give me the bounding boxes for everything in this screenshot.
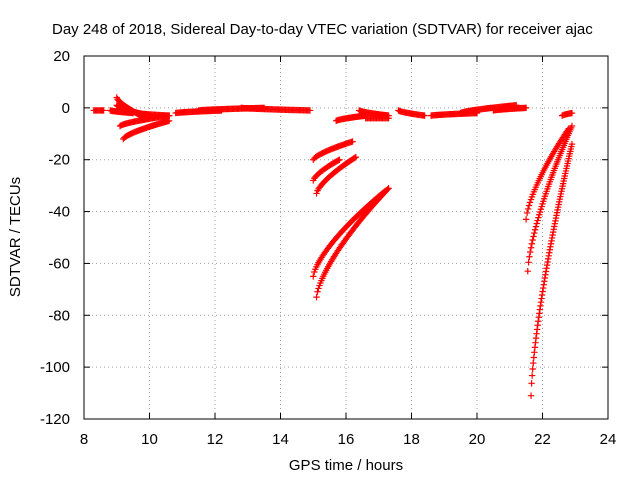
x-tick-label: 22: [534, 431, 551, 448]
data-point: [385, 115, 392, 122]
series-s10: [238, 104, 314, 114]
data-point: [528, 372, 536, 379]
data-point: [100, 107, 107, 114]
data-point: [568, 122, 576, 130]
data-point: [523, 209, 531, 217]
data-point: [313, 190, 320, 197]
data-point: [527, 392, 535, 399]
data-point: [530, 359, 537, 367]
series-s19: [310, 156, 343, 184]
data-point: [165, 112, 173, 119]
data-point: [531, 226, 539, 233]
series-s6: [120, 117, 173, 143]
data-point: [534, 217, 541, 224]
series-s2: [107, 107, 137, 117]
data-point: [311, 268, 318, 276]
series-s24: [524, 122, 576, 275]
data-point: [532, 223, 540, 230]
data-point: [528, 380, 535, 387]
y-tick-label: -60: [48, 255, 70, 272]
data-point: [525, 259, 532, 266]
data-points: [90, 94, 576, 399]
y-axis-label: SDTVAR / TECUs: [7, 177, 24, 297]
x-tick-label: 20: [469, 431, 486, 448]
series-s1: [90, 107, 107, 114]
data-point: [568, 109, 576, 117]
x-tick-label: 16: [338, 431, 355, 448]
data-point: [306, 107, 314, 114]
data-point: [527, 244, 535, 251]
data-point: [526, 253, 533, 260]
data-point: [315, 285, 322, 292]
y-tick-label: -120: [40, 411, 70, 428]
data-point: [522, 104, 530, 112]
y-tick-label: 0: [62, 100, 70, 117]
series-s13: [362, 115, 392, 122]
series-s20: [313, 153, 360, 197]
data-point: [527, 248, 534, 256]
series-s23: [522, 125, 572, 223]
data-point: [522, 216, 530, 223]
series-s26: [558, 109, 576, 119]
data-point: [352, 153, 360, 161]
series-s22: [313, 185, 392, 301]
chart-title: Day 248 of 2018, Sidereal Day-to-day VTE…: [52, 21, 593, 38]
y-tick-label: -100: [40, 359, 70, 376]
data-point: [384, 186, 391, 193]
data-point: [536, 211, 543, 218]
data-point: [525, 202, 533, 209]
series-s18: [310, 138, 356, 163]
data-point: [421, 112, 428, 119]
data-point: [528, 240, 536, 247]
data-point: [335, 157, 342, 164]
data-point: [535, 214, 542, 221]
y-tick-label: 20: [53, 48, 70, 65]
y-tick-label: -20: [48, 152, 70, 169]
data-point: [530, 233, 537, 240]
data-point: [533, 220, 540, 227]
data-point: [529, 236, 536, 244]
data-point: [349, 138, 356, 145]
y-tick-label: -80: [48, 307, 70, 324]
series-s14: [395, 107, 428, 119]
data-point: [385, 185, 392, 192]
data-point: [313, 293, 320, 301]
x-tick-label: 10: [141, 431, 158, 448]
x-tick-label: 18: [403, 431, 420, 448]
x-tick-label: 12: [207, 431, 224, 448]
x-tick-label: 8: [80, 431, 88, 448]
data-point: [531, 229, 538, 237]
data-point: [536, 208, 544, 216]
data-point: [336, 156, 343, 163]
x-tick-label: 14: [272, 431, 289, 448]
data-point: [351, 154, 359, 161]
data-point: [314, 288, 321, 295]
axis-ticks: 8 10 12 14 16 18 20 22 24 20 0 -20 -40 -60 -80 -100 -120: [40, 48, 616, 448]
data-point: [529, 365, 536, 373]
data-point: [568, 140, 576, 148]
data-point: [310, 273, 317, 280]
series-s7: [133, 109, 173, 119]
data-point: [524, 268, 531, 275]
data-point: [524, 205, 532, 213]
x-axis-label: GPS time / hours: [289, 457, 403, 474]
series-s11: [332, 112, 369, 125]
series-s25: [527, 140, 576, 399]
y-tick-label: -40: [48, 204, 70, 221]
x-tick-label: 24: [600, 431, 617, 448]
data-point: [526, 199, 534, 206]
series-s17: [490, 104, 530, 114]
